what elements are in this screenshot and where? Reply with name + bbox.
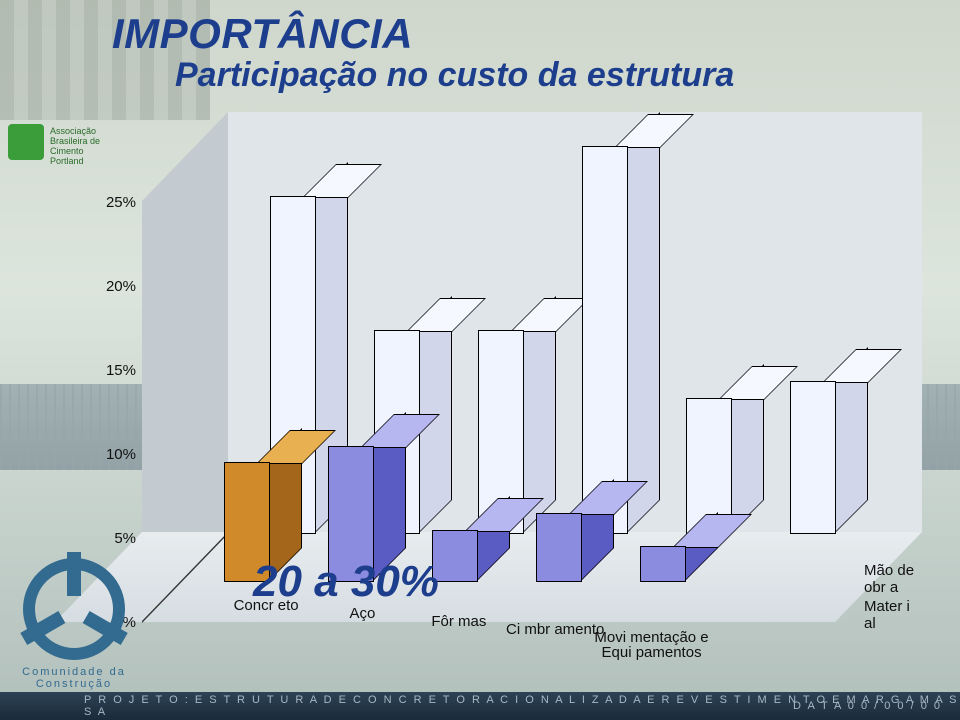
- category-label: Ci mbr amento: [506, 622, 604, 637]
- bar: [536, 490, 612, 589]
- ytick-label: 15%: [94, 362, 136, 379]
- ytick-label: 10%: [94, 446, 136, 463]
- chart-3d: 0%5%10%15%20%25% Concr etoAçoFôr masCi m…: [142, 112, 922, 612]
- category-label: Movi mentação e Equi pamentos: [594, 630, 708, 660]
- logo-comunidade: Comunidade da Construção: [14, 558, 134, 678]
- footer-right-text: D A T A 0 0 / 0 0 / 0 0: [793, 700, 942, 712]
- chart-annotation: 20 a 30%: [253, 557, 439, 607]
- ytick-label: 20%: [94, 278, 136, 295]
- logo-abcp-icon: [8, 124, 44, 160]
- slide-subtitle: Participação no custo da estrutura: [175, 56, 734, 95]
- logo-abcp: Associação Brasileira de Cimento Portlan…: [8, 124, 108, 186]
- bar: [582, 123, 658, 541]
- ytick-label: 5%: [94, 530, 136, 547]
- bar: [790, 358, 866, 541]
- category-label: Aço: [350, 606, 376, 621]
- slide-root: Associação Brasileira de Cimento Portlan…: [0, 0, 960, 720]
- logo-comunidade-icon: [23, 558, 125, 660]
- logo-comunidade-text: Comunidade da Construção: [14, 666, 134, 690]
- bar: [640, 524, 716, 590]
- ytick-label: 25%: [94, 194, 136, 211]
- series-label: Mão de obr a: [864, 562, 922, 596]
- category-label: Fôr mas: [431, 614, 486, 629]
- series-label: Mater i al: [864, 598, 922, 632]
- bar: [432, 507, 508, 589]
- slide-title: IMPORTÂNCIA: [112, 10, 413, 58]
- footer-bar: P R O J E T O : E S T R U T U R A D E C …: [0, 692, 960, 720]
